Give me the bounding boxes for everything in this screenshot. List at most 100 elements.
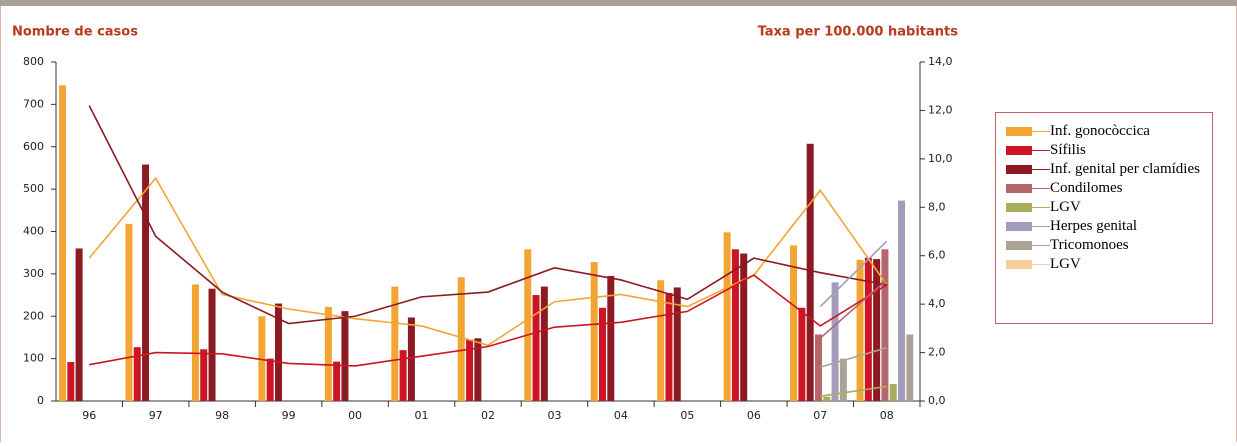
bar: [856, 259, 864, 401]
bar: [806, 143, 814, 401]
y-tick-label: 600: [23, 140, 44, 153]
x-tick-label: 08: [880, 409, 894, 422]
bar: [191, 284, 199, 401]
bar: [524, 249, 532, 401]
bar: [474, 338, 482, 401]
y2-tick-label: 0,0: [928, 394, 946, 407]
bar: [266, 358, 274, 401]
legend-line: [1032, 264, 1050, 265]
y-tick-label: 0: [37, 394, 44, 407]
bar: [673, 287, 681, 401]
bar: [540, 286, 548, 401]
bar: [657, 280, 665, 401]
bar: [839, 358, 847, 401]
x-tick-label: 98: [215, 409, 229, 422]
x-tick-label: 03: [547, 409, 561, 422]
legend-label: LGV: [1050, 199, 1081, 215]
bar: [466, 339, 474, 401]
x-tick-label: 07: [813, 409, 827, 422]
x-tick-label: 06: [747, 409, 761, 422]
rate-line: [819, 240, 888, 308]
bar: [823, 396, 831, 401]
legend-item: LGV: [1006, 256, 1206, 272]
bar: [399, 350, 407, 401]
legend-line: [1032, 169, 1050, 170]
bar: [341, 311, 349, 401]
legend-swatch: [1006, 222, 1032, 231]
bar: [133, 347, 141, 401]
legend-label: Sífilis: [1050, 142, 1086, 158]
bar: [889, 384, 897, 401]
legend-item: Herpes genital: [1006, 218, 1206, 234]
y-tick-label: 200: [23, 309, 44, 322]
bar: [208, 288, 216, 401]
legend-swatch: [1006, 146, 1032, 155]
rate-line: [820, 385, 887, 397]
bar: [731, 249, 739, 401]
legend-swatch: [1006, 203, 1032, 212]
x-tick-label: 01: [415, 409, 429, 422]
y2-title: Taxa per 100.000 habitants: [758, 25, 959, 40]
bar: [391, 286, 399, 401]
bar: [740, 253, 748, 401]
bar: [898, 200, 906, 401]
y-tick-label: 500: [23, 182, 44, 195]
legend-item: LGV: [1006, 199, 1206, 215]
bar: [200, 349, 208, 401]
bar: [665, 292, 673, 401]
y2-tick-label: 2,0: [928, 346, 946, 359]
bar: [906, 334, 914, 401]
rate-line: [89, 274, 888, 367]
legend-label: Inf. genital per clamídies: [1050, 161, 1200, 177]
bar: [333, 361, 341, 401]
legend-line: [1032, 207, 1050, 208]
y2-tick-label: 4,0: [928, 297, 946, 310]
bar: [790, 245, 798, 401]
y-tick-label: 300: [23, 267, 44, 280]
bar: [532, 295, 540, 401]
legend-swatch: [1006, 184, 1032, 193]
legend-item: Inf. genital per clamídies: [1006, 161, 1206, 177]
bar: [873, 259, 881, 401]
bar: [75, 248, 83, 401]
x-tick-label: 04: [614, 409, 628, 422]
bar: [407, 317, 415, 401]
bar: [59, 85, 66, 402]
bar: [607, 275, 615, 401]
bar: [125, 223, 133, 401]
bar: [798, 307, 806, 401]
bar: [881, 249, 889, 401]
legend-label: LGV: [1050, 256, 1081, 272]
legend-swatch: [1006, 165, 1032, 174]
legend-line: [1032, 226, 1050, 227]
legend-swatch: [1006, 127, 1032, 136]
bar: [324, 306, 332, 401]
rate-line: [820, 346, 887, 368]
legend-swatch: [1006, 260, 1032, 269]
bar: [864, 257, 872, 401]
legend: Inf. gonocòccica Sífilis Inf. genital per …: [995, 112, 1213, 324]
bar: [598, 307, 606, 401]
y-tick-label: 800: [23, 55, 44, 68]
rate-line: [819, 279, 888, 339]
y-tick-label: 400: [23, 225, 44, 238]
legend-item: Sífilis: [1006, 142, 1206, 158]
bar: [723, 232, 731, 401]
legend-label: Herpes genital: [1050, 218, 1138, 234]
top-band: [0, 0, 1237, 6]
y-title: Nombre de casos: [12, 25, 138, 40]
x-tick-label: 02: [481, 409, 495, 422]
bar: [590, 262, 598, 401]
bar: [831, 282, 839, 401]
legend-item: Tricomonoes: [1006, 237, 1206, 253]
legend-label: Inf. gonocòccica: [1050, 123, 1150, 139]
x-tick-label: 96: [82, 409, 96, 422]
legend-swatch: [1006, 241, 1032, 250]
legend-label: Condilomes: [1050, 180, 1123, 196]
y2-tick-label: 10,0: [928, 152, 953, 165]
bar: [67, 362, 75, 401]
legend-label: Tricomonoes: [1050, 237, 1129, 253]
bar: [258, 316, 266, 401]
legend-item: Condilomes: [1006, 180, 1206, 196]
